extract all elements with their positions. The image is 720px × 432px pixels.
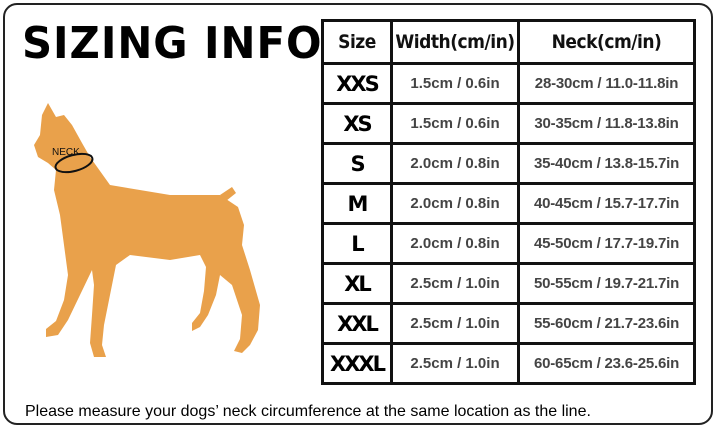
dog-illustration: NECK: [34, 103, 260, 357]
width-cell: 2.5cm / 1.0in: [390, 262, 520, 305]
neck-cell: 28-30cm / 11.0-11.8in: [517, 62, 696, 105]
size-cell: S: [321, 142, 393, 185]
width-cell: 2.0cm / 0.8in: [390, 142, 520, 185]
width-cell: 2.5cm / 1.0in: [390, 342, 520, 385]
size-table: Size Width(cm/in) Neck(cm/in) XXS 1.5cm /…: [321, 19, 696, 385]
width-cell: 2.5cm / 1.0in: [390, 302, 520, 345]
neck-cell: 50-55cm / 19.7-21.7in: [517, 262, 696, 305]
table-row: XXL 2.5cm / 1.0in 55-60cm / 21.7-23.6in: [321, 302, 696, 345]
neck-cell: 35-40cm / 13.8-15.7in: [517, 142, 696, 185]
measurement-note: Please measure your dogs’ neck circumfer…: [25, 403, 591, 420]
size-cell: XXS: [321, 62, 393, 105]
table-row: L 2.0cm / 0.8in 45-50cm / 17.7-19.7in: [321, 222, 696, 265]
neck-cell: 45-50cm / 17.7-19.7in: [517, 222, 696, 265]
table-row: XL 2.5cm / 1.0in 50-55cm / 19.7-21.7in: [321, 262, 696, 305]
dog-tail: [220, 187, 236, 201]
header-size: Size: [321, 19, 393, 65]
neck-line: [54, 152, 94, 174]
table-row: XS 1.5cm / 0.6in 30-35cm / 11.8-13.8in: [321, 102, 696, 145]
outer-frame: [3, 3, 713, 425]
table-row: S 2.0cm / 0.8in 35-40cm / 13.8-15.7in: [321, 142, 696, 185]
size-cell: XS: [321, 102, 393, 145]
width-cell: 1.5cm / 0.6in: [390, 102, 520, 145]
table-row: XXS 1.5cm / 0.6in 28-30cm / 11.0-11.8in: [321, 62, 696, 105]
table-header-row: Size Width(cm/in) Neck(cm/in): [321, 19, 696, 65]
width-cell: 2.0cm / 0.8in: [390, 182, 520, 225]
header-neck: Neck(cm/in): [517, 19, 696, 65]
width-cell: 1.5cm / 0.6in: [390, 62, 520, 105]
neck-cell: 60-65cm / 23.6-25.6in: [517, 342, 696, 385]
neck-label: NECK: [52, 147, 80, 158]
size-cell: L: [321, 222, 393, 265]
table-row: M 2.0cm / 0.8in 40-45cm / 15.7-17.7in: [321, 182, 696, 225]
size-cell: XL: [321, 262, 393, 305]
table-row: XXXL 2.5cm / 1.0in 60-65cm / 23.6-25.6in: [321, 342, 696, 385]
size-cell: XXL: [321, 302, 393, 345]
page-title: SIZING INFO: [22, 18, 323, 69]
dog-silhouette: [34, 103, 260, 357]
neck-cell: 55-60cm / 21.7-23.6in: [517, 302, 696, 345]
width-cell: 2.0cm / 0.8in: [390, 222, 520, 265]
size-cell: M: [321, 182, 393, 225]
header-width: Width(cm/in): [390, 19, 520, 65]
size-cell: XXXL: [321, 342, 393, 385]
neck-cell: 40-45cm / 15.7-17.7in: [517, 182, 696, 225]
neck-cell: 30-35cm / 11.8-13.8in: [517, 102, 696, 145]
